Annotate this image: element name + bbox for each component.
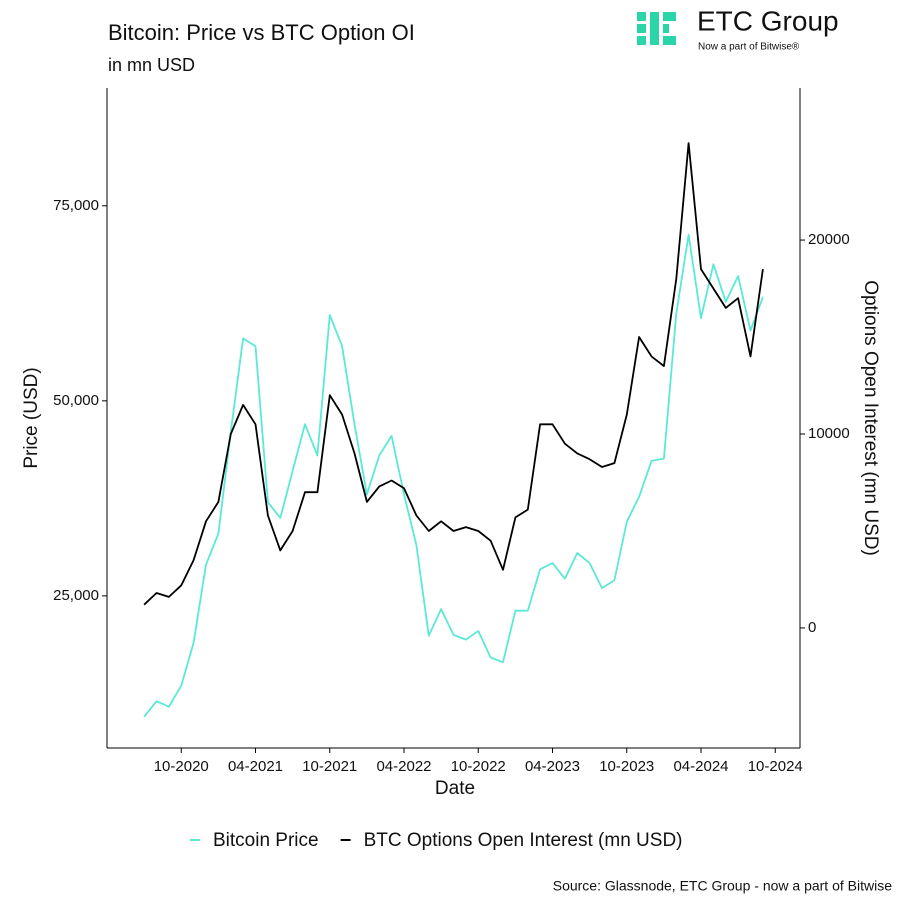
x-tick-label: 10-2022 [451,758,506,775]
chart-subtitle: in mn USD [108,55,195,75]
logo-icon [637,12,676,45]
y-axis-label: Price (USD) [21,367,42,468]
source-note: Source: Glassnode, ETC Group - now a par… [553,878,892,894]
logo-name: ETC Group [697,5,839,36]
x-tick-label: 04-2021 [228,758,283,775]
x-tick-label: 10-2024 [748,758,803,775]
legend-label: BTC Options Open Interest (mn USD) [364,830,683,851]
y2-tick-label: 20000 [808,231,850,248]
chart-title: Bitcoin: Price vs BTC Option OI [108,20,415,45]
y-tick-label: 25,000 [53,587,99,604]
y2-tick-label: 0 [808,619,816,636]
x-tick-label: 10-2023 [599,758,654,775]
y-tick-label: 75,000 [53,197,99,214]
x-tick-label: 10-2020 [154,758,209,775]
x-tick-label: 04-2024 [673,758,728,775]
x-tick-label: 10-2021 [302,758,357,775]
y2-tick-label: 10000 [808,425,850,442]
series-line [143,233,764,718]
y2-axis-label: Options Open Interest (mn USD) [860,280,881,556]
y-tick-label: 50,000 [53,392,99,409]
series-line [143,142,764,606]
legend-label: Bitcoin Price [213,830,319,851]
x-tick-label: 04-2023 [525,758,580,775]
x-axis-label: Date [435,778,475,799]
x-tick-label: 04-2022 [376,758,431,775]
logo-tagline: Now a part of Bitwise® [698,42,800,53]
